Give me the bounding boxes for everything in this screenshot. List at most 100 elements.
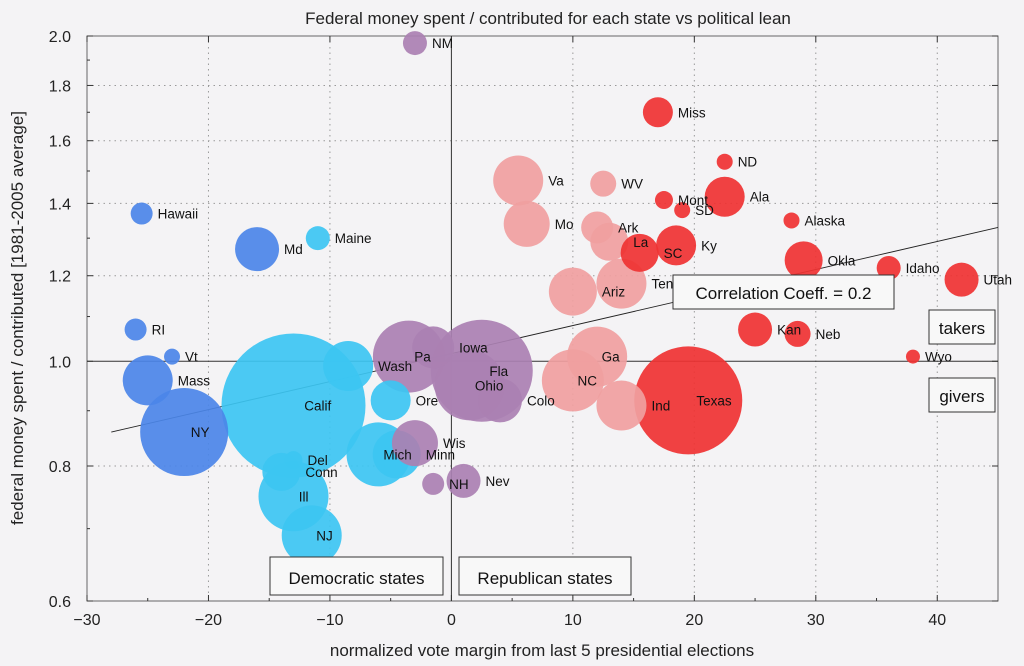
label-mich: Mich (383, 447, 412, 462)
y-tick-label: 2.0 (49, 29, 71, 46)
label-wv: WV (621, 177, 643, 192)
label-wyo: Wyo (925, 350, 952, 365)
y-tick-label: 1.6 (49, 134, 71, 151)
label-wis: Wis (443, 436, 466, 451)
x-tick-label: −10 (316, 612, 343, 629)
point-vt (164, 348, 181, 365)
label-md: Md (284, 242, 303, 257)
point-nh (422, 472, 445, 495)
label-ariz: Ariz (602, 285, 625, 300)
republican-states-box: Republican states (458, 556, 632, 596)
label-maine: Maine (335, 231, 372, 246)
label-nm: NM (432, 36, 453, 51)
label-kan: Kan (777, 323, 801, 338)
label-alaska: Alaska (805, 213, 846, 228)
point-wyo (905, 349, 920, 364)
label-vt: Vt (185, 350, 198, 365)
label-fla: Fla (489, 364, 508, 379)
y-tick-label: 1.2 (49, 269, 71, 286)
label-ky: Ky (701, 238, 717, 253)
label-ohio: Ohio (475, 378, 504, 393)
y-tick-label: 1.8 (49, 78, 71, 95)
x-axis-label: normalized vote margin from last 5 presi… (330, 641, 754, 660)
democratic-states-box: Democratic states (269, 556, 444, 596)
label-ny: NY (191, 425, 210, 440)
point-md (235, 227, 280, 272)
label-mo: Mo (555, 217, 574, 232)
point-wis (391, 420, 438, 467)
label-nj: NJ (316, 528, 333, 543)
label-hawaii: Hawaii (158, 207, 199, 222)
label-ri: RI (152, 323, 166, 338)
point-sd (674, 202, 691, 219)
point-va (493, 155, 544, 206)
label-ore: Ore (416, 393, 439, 408)
label-idaho: Idaho (906, 261, 940, 276)
point-kan (738, 312, 773, 347)
x-tick-label: 0 (447, 612, 456, 629)
point-wv (590, 170, 617, 197)
label-nd: ND (738, 155, 758, 170)
x-tick-label: 40 (928, 612, 946, 629)
y-tick-label: 0.8 (49, 459, 71, 476)
point-sc (620, 233, 659, 272)
x-tick-label: 20 (685, 612, 703, 629)
y-tick-label: 1.4 (49, 196, 71, 213)
point-ala (704, 176, 745, 217)
label-va: Va (548, 173, 564, 188)
label-conn: Conn (305, 465, 337, 480)
takers-text: takers (939, 319, 985, 338)
point-idaho (876, 255, 901, 280)
point-mont (654, 191, 673, 210)
point-nj (281, 505, 342, 566)
label-texas: Texas (696, 393, 732, 408)
takers-box: takers (928, 309, 996, 345)
point-alaska (783, 212, 800, 229)
x-tick-label: 10 (564, 612, 582, 629)
correlation-text: Correlation Coeff. = 0.2 (696, 284, 872, 303)
point-utah (944, 262, 979, 297)
label-ala: Ala (750, 190, 770, 205)
point-maine (305, 226, 330, 251)
republican-states-text: Republican states (477, 569, 612, 588)
label-ga: Ga (602, 350, 621, 365)
label-la: La (633, 235, 649, 250)
point-mass (122, 355, 173, 406)
point-tenn (596, 258, 647, 309)
point-ky (656, 225, 697, 266)
label-mass: Mass (178, 373, 211, 388)
label-colo: Colo (527, 393, 555, 408)
label-calif: Calif (304, 399, 331, 414)
point-okla (784, 241, 823, 280)
point-ga (567, 326, 628, 387)
tick-labels: −30 −20 −10 0 10 20 30 40 0.6 0.8 1.0 1.2 1.4 1.6 1.8 2… (49, 29, 947, 629)
y-axis-label: federal money spent / contributed [1981-… (8, 111, 27, 525)
point-texas (634, 346, 743, 455)
label-wash: Wash (378, 359, 412, 374)
label-sc: SC (664, 246, 683, 261)
x-tick-label: 30 (807, 612, 825, 629)
point-ny (140, 388, 229, 477)
x-tick-label: −30 (73, 612, 100, 629)
point-colo (477, 378, 522, 423)
label-minn: Minn (426, 447, 455, 462)
point-ind (596, 380, 647, 431)
y-tick-label: 1.0 (49, 354, 71, 371)
point-wash (323, 340, 374, 391)
label-mont: Mont (678, 193, 708, 208)
point-miss (642, 97, 673, 128)
label-neb: Neb (816, 327, 841, 342)
label-pa: Pa (414, 350, 431, 365)
label-utah: Utah (984, 273, 1013, 288)
givers-text: givers (939, 387, 984, 406)
x-tick-label: −20 (195, 612, 222, 629)
point-iowa (412, 326, 455, 369)
plot-area (86, 35, 999, 602)
democratic-states-text: Democratic states (288, 569, 424, 588)
point-nm (402, 31, 427, 56)
label-nc: NC (578, 373, 598, 388)
label-sd: SD (695, 203, 714, 218)
point-ore (370, 380, 411, 421)
label-nh: NH (449, 477, 469, 492)
